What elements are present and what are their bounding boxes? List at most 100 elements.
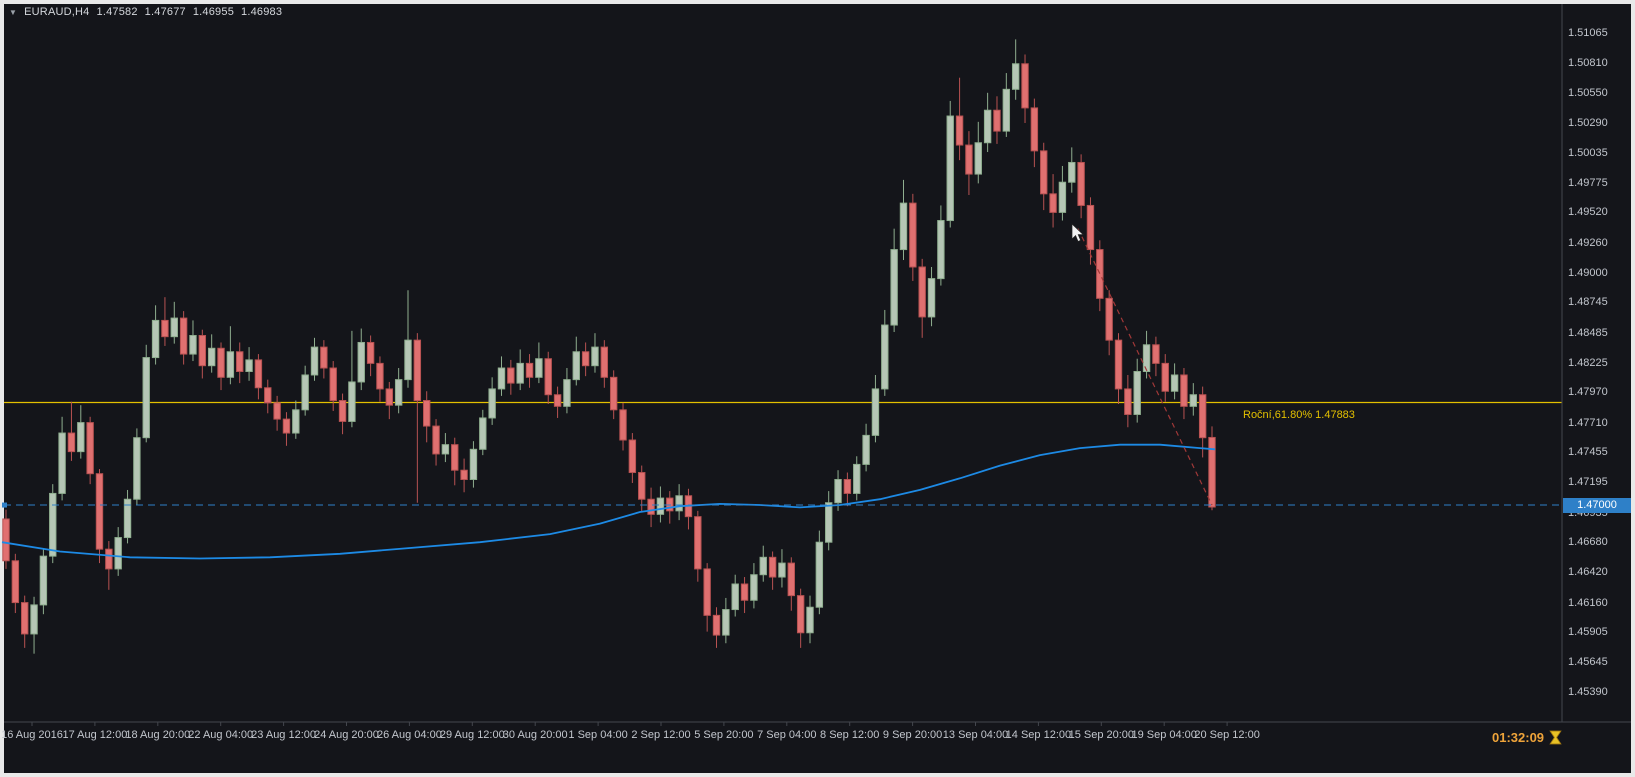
symbol-timeframe-label: EURAUD,H4	[24, 6, 90, 18]
chart-ohlc-header: ▼ EURAUD,H4 1.47582 1.47677 1.46955 1.46…	[9, 6, 282, 18]
candle-body	[955, 115, 964, 146]
candle-body	[535, 358, 543, 378]
candle-body	[628, 439, 637, 474]
time-tick-label: 2 Sep 12:00	[631, 729, 691, 741]
candle-body	[815, 541, 824, 608]
time-tick-label: 24 Aug 20:00	[314, 729, 379, 741]
candle-body	[1058, 181, 1067, 213]
candle-body	[2, 518, 10, 562]
candle-body	[58, 432, 66, 494]
candle-body	[1040, 150, 1048, 195]
time-tick-label: 13 Sep 04:00	[942, 729, 1009, 741]
candle-body	[273, 402, 281, 420]
candle-body	[376, 362, 384, 390]
candle-body	[404, 339, 412, 381]
candle-body	[937, 220, 945, 280]
price-alert-drag-handle[interactable]	[2, 502, 7, 508]
price-tick-label: 1.45645	[1568, 656, 1608, 669]
candle-body	[787, 562, 796, 597]
candle-body	[572, 351, 580, 381]
time-tick-label: 5 Sep 20:00	[694, 729, 754, 741]
candle-body	[525, 362, 534, 378]
candle-body	[553, 394, 562, 407]
candle-body	[1152, 344, 1160, 364]
price-tick-label: 1.47970	[1568, 386, 1608, 399]
candle-body	[722, 609, 730, 636]
candle-body	[507, 367, 515, 384]
chart-background	[4, 4, 1631, 773]
time-tick-label: 8 Sep 12:00	[820, 729, 880, 741]
candle-body	[656, 497, 665, 515]
time-tick-label: 1 Sep 04:00	[568, 729, 628, 741]
candle-body	[49, 492, 57, 557]
candle-body	[1208, 436, 1216, 508]
candle-body	[114, 537, 122, 570]
candle-body	[591, 346, 599, 367]
candle-body	[881, 324, 889, 390]
price-tick-label: 1.49000	[1568, 266, 1608, 279]
candle-body	[1105, 297, 1113, 341]
candle-body	[993, 109, 1001, 132]
candle-body	[170, 317, 178, 338]
time-tick-label: 20 Sep 12:00	[1194, 729, 1260, 741]
descending-trendline[interactable]	[1077, 228, 1213, 506]
candle-body	[834, 478, 842, 504]
candle-body	[348, 381, 356, 422]
price-tick-label: 1.49520	[1568, 206, 1608, 219]
candle-body	[862, 434, 870, 465]
candle-body	[254, 359, 263, 389]
time-tick-label: 22 Aug 04:00	[188, 729, 254, 741]
candle-countdown-timer: 01:32:09	[1492, 730, 1562, 745]
time-tick-label: 15 Sep 20:00	[1068, 729, 1135, 741]
candle-body	[77, 422, 85, 453]
open-value: 1.47582	[96, 6, 138, 18]
price-tick-label: 1.50035	[1568, 146, 1608, 159]
candle-body	[890, 249, 898, 326]
price-tick-label: 1.47710	[1568, 416, 1608, 429]
candle-body	[460, 469, 468, 480]
price-tick-label: 1.47195	[1568, 476, 1608, 489]
close-value: 1.46983	[241, 6, 283, 18]
candle-body	[161, 319, 169, 338]
price-tick-label: 1.46160	[1568, 596, 1608, 609]
candle-body	[927, 278, 936, 318]
price-tick-label: 1.48485	[1568, 326, 1608, 339]
candle-body	[731, 583, 739, 611]
candle-body	[843, 478, 852, 494]
price-tick-label: 1.50810	[1568, 56, 1608, 69]
candle-body	[666, 497, 674, 512]
candle-body	[647, 498, 655, 515]
candle-body	[1133, 370, 1141, 415]
candle-body	[909, 202, 917, 268]
moving-average-line[interactable]	[1, 443, 1216, 560]
candle-body	[1021, 63, 1029, 109]
chevron-down-icon[interactable]: ▼	[9, 7, 18, 17]
candle-body	[1114, 339, 1123, 390]
hourglass-icon	[1549, 730, 1562, 745]
candle-body	[189, 335, 197, 355]
candle-body	[609, 376, 618, 411]
time-tick-label: 14 Sep 12:00	[1005, 729, 1072, 741]
candle-body	[759, 556, 767, 576]
candle-body	[1030, 107, 1039, 152]
candle-body	[1002, 88, 1011, 132]
price-tick-label: 1.46420	[1568, 566, 1608, 579]
candle-body	[581, 351, 590, 367]
candle-body	[151, 319, 160, 359]
candle-body	[394, 379, 403, 406]
candle-body	[366, 341, 375, 364]
price-tick-label: 1.49775	[1568, 176, 1608, 189]
price-tick-label: 1.50290	[1568, 116, 1608, 129]
time-tick-label: 18 Aug 20:00	[125, 729, 191, 741]
candle-body	[1170, 374, 1179, 392]
candle-body	[20, 602, 29, 635]
candle-body	[207, 347, 216, 367]
time-tick-label: 16 Aug 2016	[1, 729, 63, 741]
candle-body	[1011, 63, 1020, 90]
candle-body	[282, 418, 291, 434]
price-tick-label: 1.48745	[1568, 296, 1608, 309]
price-tick-label: 1.45390	[1568, 686, 1608, 698]
candle-body	[30, 604, 38, 635]
